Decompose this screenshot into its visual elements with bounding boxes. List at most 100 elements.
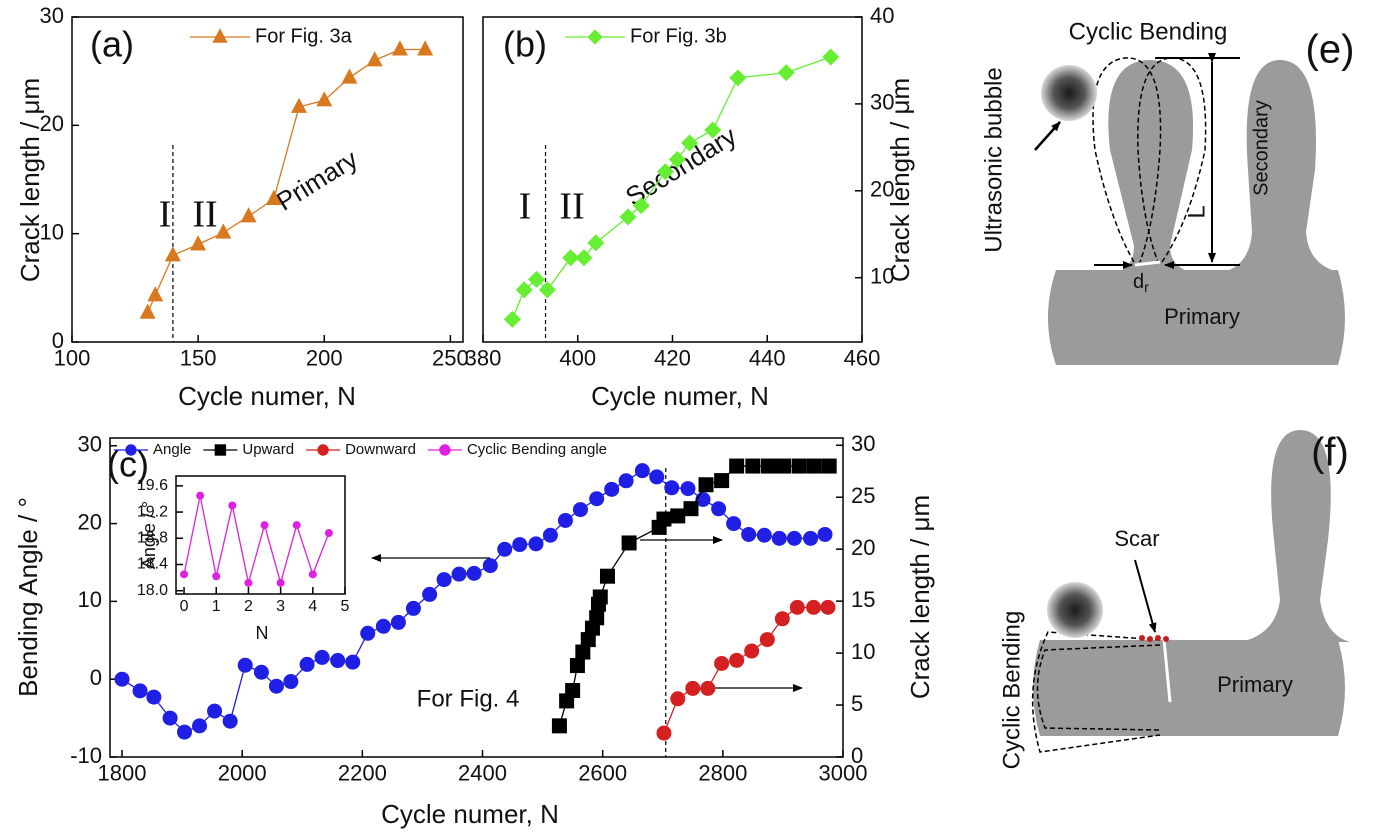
arrow [1034,121,1061,151]
data-point [817,526,833,542]
data-point [360,625,376,641]
data-point [436,572,452,588]
y2-tick-label: 20 [851,535,875,560]
arrows-c [371,536,803,692]
y-tick-label: 0 [52,328,64,353]
annotation: Secondary [620,121,741,212]
data-point [744,643,760,659]
y-axis-title: Bending Angle / ° [13,497,43,697]
data-point [759,632,775,648]
data-point [276,578,285,587]
primary-body [1048,270,1345,365]
legend-marker [317,444,329,456]
scar-dot [1163,636,1169,642]
data-point [668,151,686,169]
data-point [756,527,772,543]
annotation: I [159,194,172,236]
data-point [299,656,315,672]
data-point [132,683,148,699]
x-tick-label: 1800 [98,760,147,785]
secondary-body [1240,430,1350,642]
data-point [604,481,620,497]
data-point [685,680,701,696]
legend-marker [439,444,451,456]
data-point [632,197,650,215]
data-point [619,208,637,226]
y-axis-title: Angle / ° [139,501,159,569]
panel-e: Cyclic Bending (e) Ultrasonic bubble L S… [980,18,1354,365]
data-point [146,689,162,705]
data-point [542,527,558,543]
y2-tick-label: 25 [851,483,875,508]
data-point [820,599,836,615]
data-point [618,473,634,489]
motion-label: Cyclic Bending [998,611,1025,770]
neck-subscript: r [1144,279,1149,295]
legend-marker [214,444,227,456]
data-point [405,600,421,616]
data-point [664,480,680,496]
data-point [681,134,699,152]
data-point [207,703,223,719]
data-point [451,566,467,582]
legend-label: For Fig. 3a [255,25,353,47]
arrow [1134,559,1157,633]
legend-label: Upward [242,441,294,458]
plot-frame [71,16,464,343]
plot-frame [175,475,346,595]
data-point [806,599,822,615]
y2-axis-title: Crack length / μm [905,495,935,699]
plot-frame [109,437,844,758]
x-tick-label: 3 [276,598,285,615]
x-tick-label: 400 [559,345,596,370]
y-tick-label: 19.2 [137,503,168,520]
data-point [680,481,696,497]
y-tick-label: 10 [78,587,102,612]
legend-label: Angle [153,441,191,458]
data-point [212,572,221,581]
x-tick-label: 3000 [819,760,868,785]
bubble [1041,65,1097,121]
y-tick-label: 10 [870,264,894,289]
crack [1134,260,1161,267]
data-point [599,568,615,584]
bubble [1047,582,1103,638]
bending-body [1108,60,1194,272]
data-point [391,40,408,56]
bend-outline [1036,644,1161,731]
panel-f: (f) Scar Cyclic Bending Primary [998,430,1350,769]
data-point [806,458,822,474]
data-point [366,51,383,67]
inset-background [176,476,345,594]
data-point [714,655,730,671]
data-point [240,207,257,223]
data-point [745,458,761,474]
data-point [528,270,546,288]
y-tick-label: 30 [870,90,894,115]
x-tick-label: 2200 [338,760,387,785]
x-tick-label: 2600 [578,760,627,785]
data-point [822,48,840,66]
y-tick-label: 20 [40,111,64,136]
neck-label: dr [1133,271,1149,294]
data-point [253,664,269,680]
data-point [528,536,544,552]
data-point [538,281,556,299]
primary-label: Primary [1217,672,1293,697]
data-point [265,189,282,205]
y2-tick-label: 5 [851,691,863,716]
data-point [330,653,346,669]
data-point [760,458,776,474]
data-point [503,310,521,328]
secondary-label: Secondary [1250,100,1272,196]
data-point [114,671,130,687]
data-point [162,710,178,726]
legend-label: Downward [345,441,416,458]
data-point [196,491,205,500]
data-point [634,463,650,479]
data-point [714,473,730,489]
x-tick-label: 0 [180,598,189,615]
x-tick-label: 2400 [458,760,507,785]
